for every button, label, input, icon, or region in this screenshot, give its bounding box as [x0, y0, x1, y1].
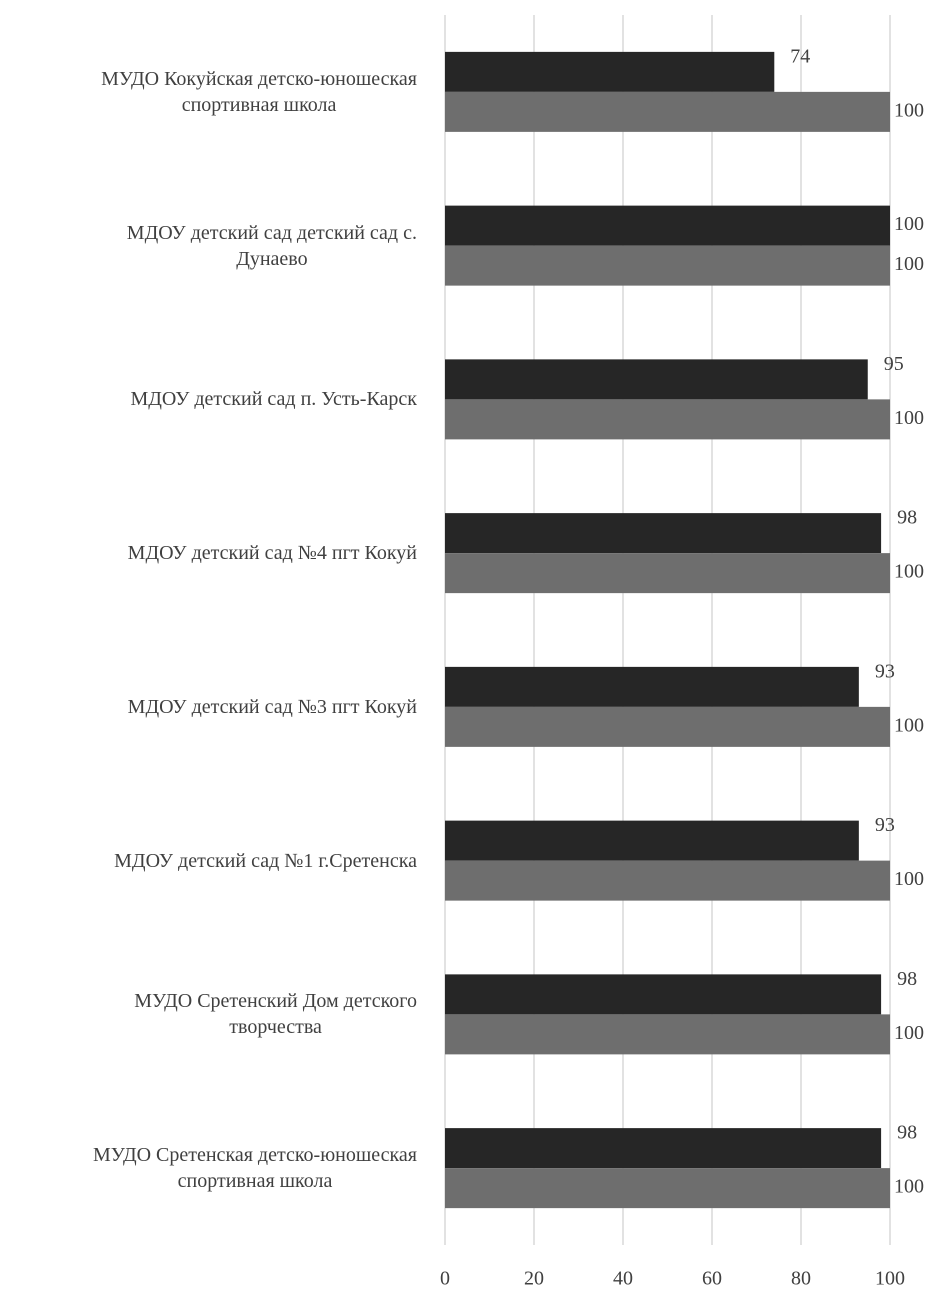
- bar: [445, 1014, 890, 1055]
- x-tick-label: 40: [613, 1268, 633, 1290]
- category-label: МДОУ детский сад №1 г.Сретенска: [114, 849, 417, 872]
- data-label: 98: [897, 507, 917, 529]
- bar: [445, 399, 890, 440]
- data-label: 93: [875, 814, 895, 836]
- data-label: 100: [894, 561, 924, 583]
- category-label: МУДО Кокуйская детско-юношеская спортивн…: [101, 67, 417, 116]
- data-label: 98: [897, 968, 917, 990]
- x-tick-label: 100: [875, 1268, 905, 1290]
- bar: [445, 974, 882, 1015]
- bar: [445, 820, 859, 861]
- bar: [445, 51, 775, 92]
- data-label: 100: [894, 99, 924, 121]
- category-label: МДОУ детский сад п. Усть-Карск: [130, 388, 417, 411]
- data-label: 100: [894, 1022, 924, 1044]
- bar: [445, 860, 890, 901]
- data-label: 100: [894, 253, 924, 275]
- category-label: МУДО Сретенский Дом детского творчества: [134, 990, 417, 1039]
- x-tick-label: 0: [440, 1268, 450, 1290]
- data-label: 95: [884, 353, 904, 375]
- bar: [445, 553, 890, 594]
- data-label: 100: [894, 868, 924, 890]
- bar: [445, 245, 890, 286]
- data-label: 100: [894, 407, 924, 429]
- data-label: 100: [894, 213, 924, 235]
- x-tick-label: 80: [791, 1268, 811, 1290]
- data-label: 93: [875, 660, 895, 682]
- category-label: МДОУ детский сад детский сад с. Дунаево: [126, 221, 417, 270]
- bar: [445, 1128, 882, 1169]
- category-label: МДОУ детский сад №3 пгт Кокуй: [127, 695, 417, 718]
- data-label: 98: [897, 1122, 917, 1144]
- bar: [445, 91, 890, 132]
- data-label: 100: [894, 1176, 924, 1198]
- category-label: МДОУ детский сад №4 пгт Кокуй: [127, 542, 417, 565]
- bar: [445, 513, 882, 554]
- x-tick-label: 20: [524, 1268, 544, 1290]
- category-label: МУДО Сретенская детско-юношеская спортив…: [93, 1144, 417, 1193]
- bar: [445, 706, 890, 747]
- data-label: 100: [894, 714, 924, 736]
- bar: [445, 1168, 890, 1209]
- bar: [445, 359, 868, 400]
- x-tick-label: 60: [702, 1268, 722, 1290]
- bar: [445, 666, 859, 707]
- data-label: 74: [790, 45, 810, 67]
- bar: [445, 205, 890, 246]
